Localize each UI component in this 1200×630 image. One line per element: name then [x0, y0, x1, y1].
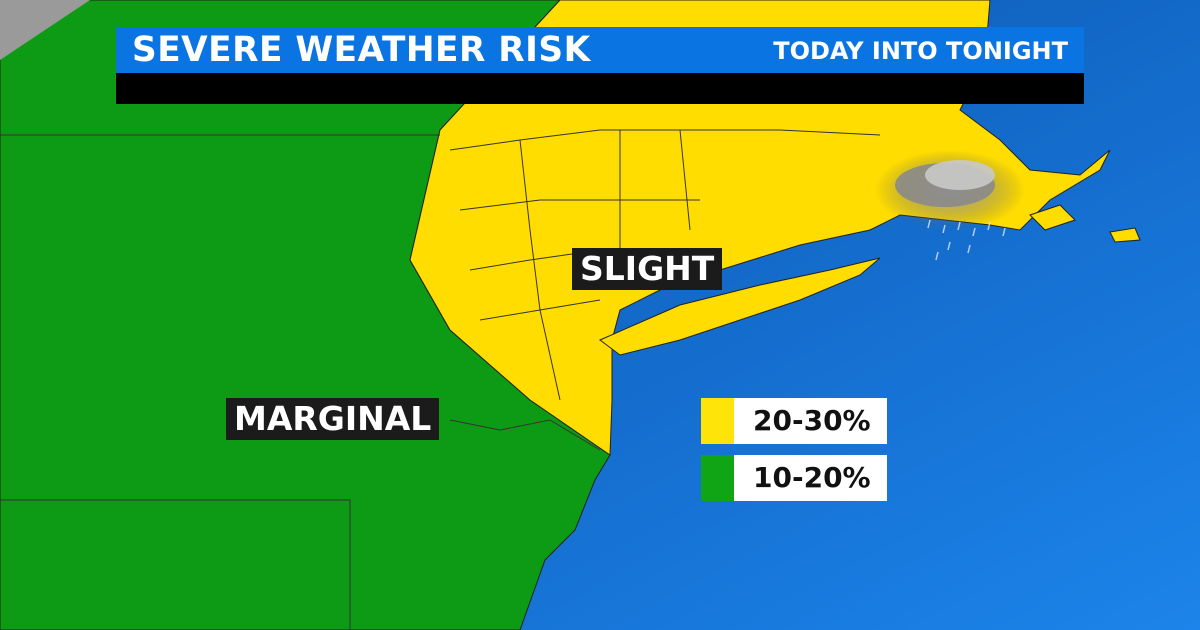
title-banner: SEVERE WEATHER RISK TODAY INTO TONIGHT [116, 27, 1084, 73]
legend-label: 10-20% [753, 461, 871, 494]
long-island [599, 257, 881, 356]
legend-item-slight: 20-30% [701, 398, 887, 444]
marginal-label: MARGINAL [226, 398, 440, 440]
timeframe: TODAY INTO TONIGHT [773, 37, 1068, 65]
nantucket [1109, 227, 1141, 243]
header-underbar [116, 73, 1084, 104]
legend-swatch-green [701, 455, 734, 501]
title: SEVERE WEATHER RISK [132, 30, 591, 70]
cape-islands [1029, 204, 1076, 231]
rain-cloud-icon [875, 150, 1025, 261]
legend-item-marginal: 10-20% [701, 455, 887, 501]
legend-label: 20-30% [753, 404, 871, 437]
legend-swatch-yellow [701, 398, 734, 444]
slight-label: SLIGHT [572, 248, 723, 290]
slight-risk-area [409, 0, 1111, 456]
county-lines [0, 129, 881, 630]
gray-land [0, 0, 90, 60]
